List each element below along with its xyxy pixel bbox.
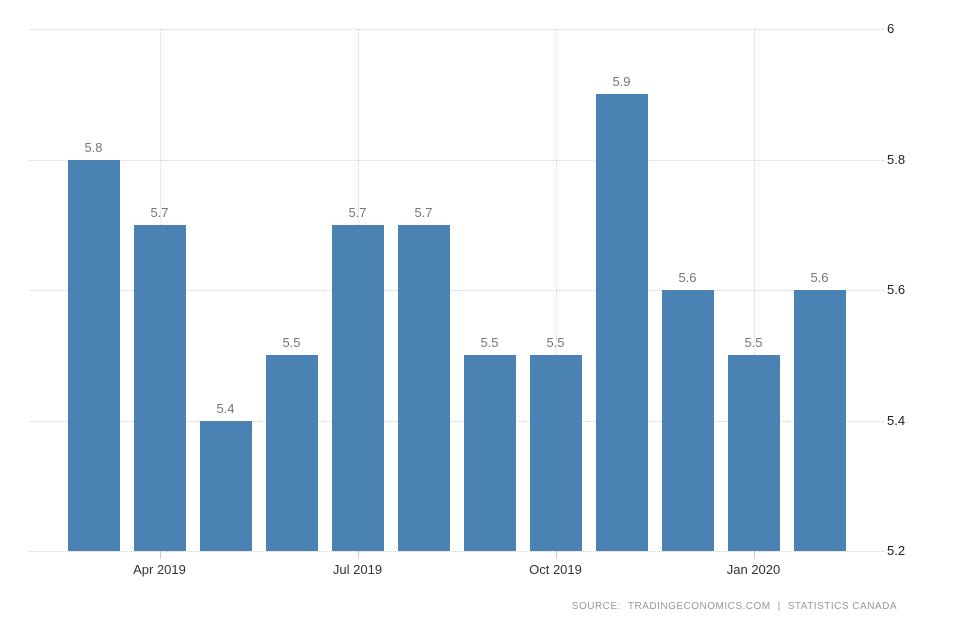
h-gridline [29,420,884,422]
h-gridline [29,29,884,30]
bar-value-label: 5.7 [348,204,367,220]
y-axis-label: 5.8 [887,151,906,167]
bar[interactable] [133,224,186,551]
bar-value-label: 5.6 [678,270,697,285]
source-separator: | [777,601,781,612]
x-axis-label: Jan 2020 [726,562,781,577]
bar-value-label: 5.6 [810,270,829,285]
source-attribution: SOURCE: TRADINGECONOMICS.COM | STATISTIC… [572,601,897,612]
x-axis-tick [555,551,557,559]
bar[interactable] [595,94,648,551]
h-gridline [29,290,884,291]
x-axis-label: Apr 2019 [133,562,186,577]
h-gridline [29,159,884,161]
source-prefix-label: SOURCE: [571,601,621,612]
x-axis-label: Oct 2019 [529,562,582,577]
bar[interactable] [199,420,252,551]
bar[interactable] [463,355,516,551]
source-provider-label: STATISTICS CANADA [787,601,897,612]
v-gridline [555,29,557,551]
bar[interactable] [67,159,120,551]
x-axis-label: Jul 2019 [332,562,383,577]
y-axis-label: 5.4 [887,412,906,428]
bar[interactable] [265,355,318,551]
y-axis-label: 6 [887,21,895,36]
v-gridline [753,29,755,551]
bar[interactable] [331,224,384,551]
bar[interactable] [397,224,450,551]
bar-value-label: 5.8 [84,139,103,155]
bar-value-label: 5.5 [546,335,565,351]
plot-area: 5.8 5.7 5.4 5.5 5.7 5.7 5.5 5.5 5.9 5.6 5.5 5.6 [29,29,884,552]
x-axis-tick [357,551,359,559]
bar-value-label: 5.5 [480,335,499,351]
bar-value-label: 5.7 [150,204,169,220]
source-site-link[interactable]: TRADINGECONOMICS.COM [627,601,771,612]
h-gridline [29,551,884,552]
y-axis-label: 5.2 [887,543,906,558]
x-axis-tick [159,551,161,559]
bar[interactable] [661,290,714,551]
bar-value-label: 5.7 [414,204,433,220]
bar-value-label: 5.9 [612,74,631,90]
bar-value-label: 5.5 [744,335,763,351]
x-axis-tick [753,551,755,559]
bar[interactable] [727,355,780,551]
bar-value-label: 5.4 [216,400,235,416]
bar[interactable] [793,290,846,551]
bar[interactable] [529,355,582,551]
bar-value-label: 5.5 [282,335,301,351]
y-axis-label: 5.6 [887,282,906,297]
